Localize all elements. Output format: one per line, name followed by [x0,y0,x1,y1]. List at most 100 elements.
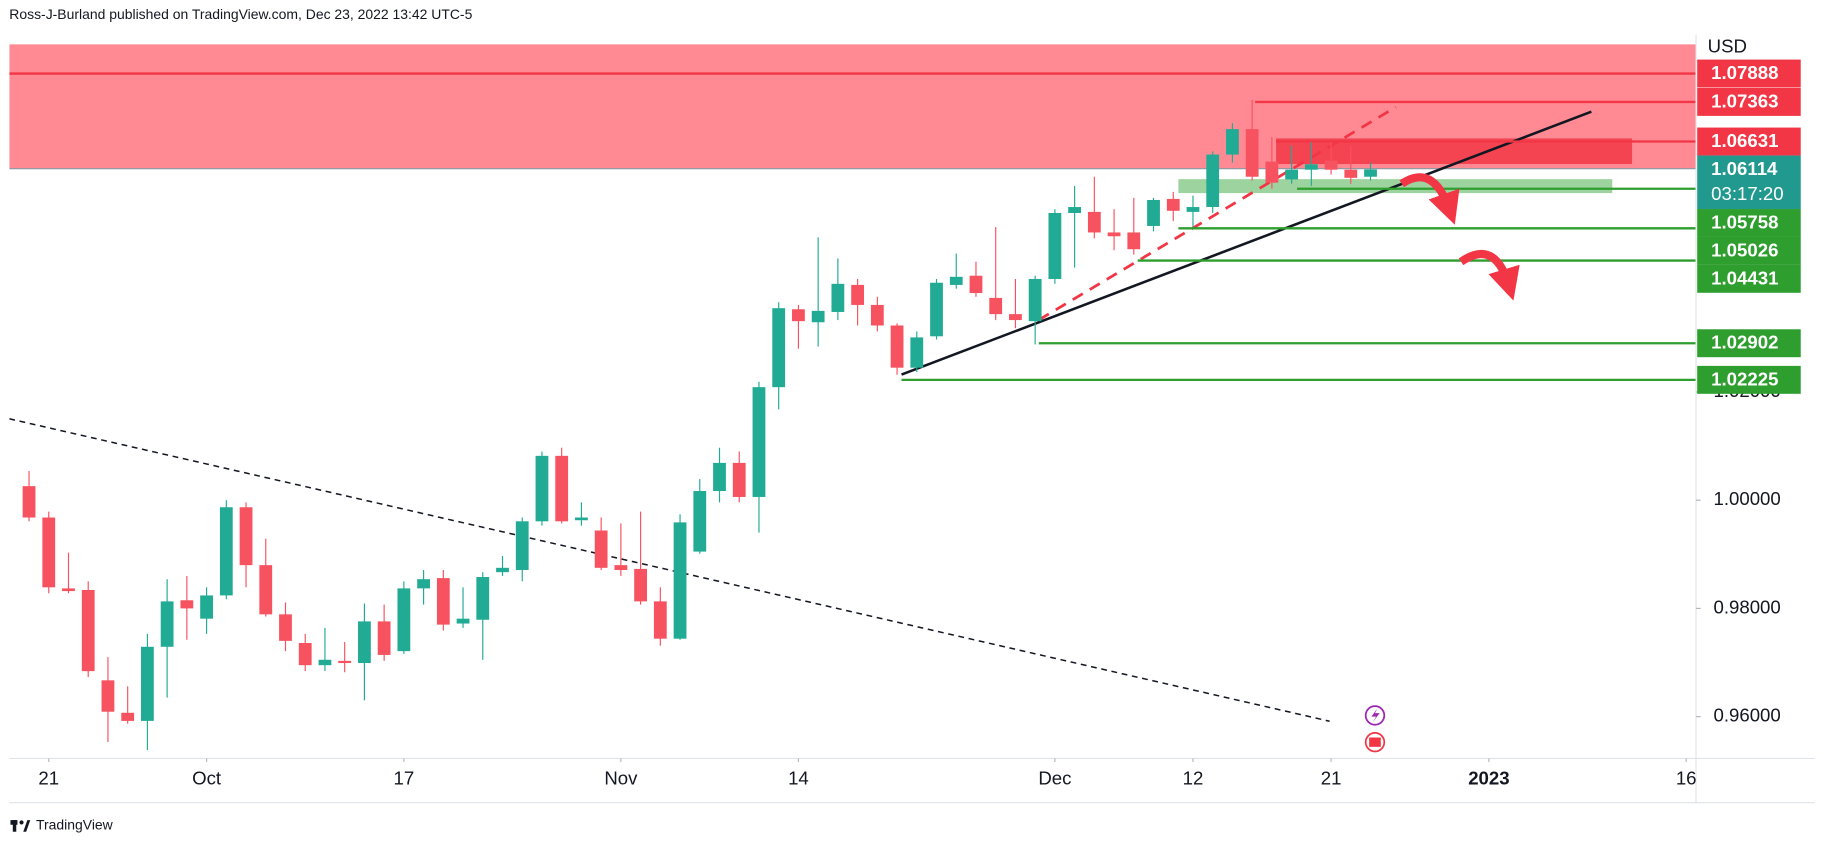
level-label-bg [1697,329,1801,358]
candle-body [515,521,529,570]
level-label: 1.02902 [1711,332,1778,353]
candle-body [634,568,647,602]
candle-body [279,614,292,641]
candle-body [121,712,135,721]
level-label-bg [1697,127,1801,156]
level-label-bg [1697,365,1801,394]
candle-body [713,462,726,492]
currency-label: USD [1708,36,1747,57]
candle-body [22,486,36,518]
candle-body [1009,314,1022,321]
x-tick-label: 17 [394,767,415,788]
x-tick-label: 2023 [1468,767,1509,788]
x-tick-label: 21 [38,767,59,788]
y-tick-label: 1.00000 [1713,488,1780,509]
x-tick-label: 12 [1183,767,1204,788]
x-tick-label: Oct [192,767,222,788]
candle-body [1245,129,1259,177]
level-label: 1.07888 [1711,62,1778,83]
candle-body [673,522,687,639]
candle-body [989,297,1003,315]
candle-body [910,337,924,368]
candle-body [1285,169,1299,180]
candle-body [62,588,75,592]
candle-body [594,530,608,568]
level-label: 1.07363 [1711,90,1778,111]
level-label-bg [1697,236,1801,265]
x-tick-label: 14 [788,767,809,788]
candle-body [141,646,154,721]
candle-body [219,507,233,596]
candle-body [298,643,312,666]
candle-body [1304,164,1318,170]
event-icon-bolt [1371,708,1380,723]
candle-body [732,462,746,497]
candle-body [614,565,628,570]
candle-body [1127,232,1141,250]
candle-body [851,284,865,305]
level-label: 1.05758 [1711,211,1778,232]
x-tick-label: 16 [1676,767,1697,788]
axes: 21 Oct 17 Nov 14 Dec 12 21 2023 16 0.96000 0.98000 1… [38,59,1801,788]
plot-area [9,44,1697,751]
candle-body [969,275,983,294]
candle-body [417,579,430,589]
candle-body [259,565,273,615]
candle-body [318,659,332,666]
candle-body [890,325,904,368]
candle-body [693,491,707,552]
bearish-arrow [1399,173,1460,225]
candle-body [436,578,450,625]
candle-body [1364,169,1377,177]
candle-body [239,507,253,566]
level-label-bg [1697,87,1801,116]
candle-body [1186,207,1200,212]
candle-body [949,276,963,285]
x-tick-label: Nov [604,767,638,788]
candle-body [752,387,766,497]
level-label-bg [1697,264,1801,293]
y-tick-label: 0.96000 [1713,705,1780,726]
candle-body [1068,207,1082,213]
candle-body [1107,232,1121,237]
level-label: 1.02225 [1711,368,1778,389]
candle-body [476,577,490,620]
level-label-bg [1697,209,1801,237]
x-tick-label: 21 [1321,767,1342,788]
candle-body [358,621,371,664]
candle-body [42,517,56,588]
bar-countdown: 03:17:20 [1711,183,1783,204]
candle-body [160,601,174,647]
last-price-label-bg [1697,155,1801,210]
level-label: 1.05026 [1711,239,1778,260]
candle-body [180,600,194,609]
candle-body [1265,161,1279,183]
event-icon-flag [1369,737,1381,747]
candle-body [930,282,943,337]
candle-body [1344,169,1358,178]
candle-body [555,455,569,522]
candle-body [1048,212,1062,279]
footer-brand: TradingView [36,817,114,833]
candle-body [792,309,805,322]
level-label: 1.04431 [1711,267,1778,288]
footer-logo [10,820,31,832]
candle-body [81,590,95,672]
candle-body [496,567,509,573]
overlay [1364,173,1520,753]
candle-body [101,680,115,712]
x-tick-label: Dec [1038,767,1071,788]
publisher-header: Ross-J-Burland published on TradingView.… [9,6,472,22]
candle-body [811,310,825,323]
bearish-arrow [1458,249,1520,301]
uptrend-support [901,110,1592,376]
candle-body [1324,160,1338,170]
candle-body [397,588,411,652]
candle-body [1226,129,1239,155]
candle-body [456,618,470,624]
level-label-bg [1697,59,1801,88]
level-label: 1.06631 [1711,130,1778,151]
candle-body [200,595,213,619]
